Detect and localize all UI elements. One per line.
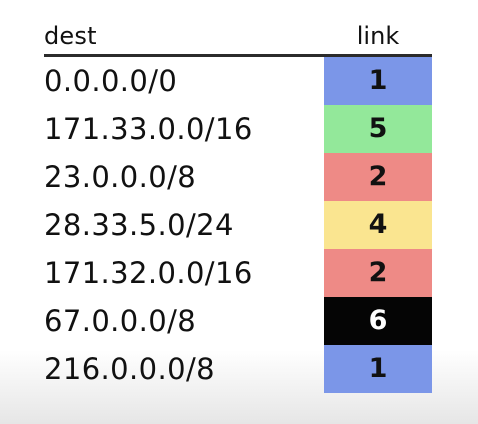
dest-cell: 0.0.0.0/0 [44, 64, 178, 98]
dest-cell: 23.0.0.0/8 [44, 160, 197, 194]
link-cell: 6 [324, 297, 432, 345]
dest-cell: 67.0.0.0/8 [44, 304, 197, 338]
header-dest: dest [44, 22, 97, 50]
link-cell: 5 [324, 105, 432, 153]
routing-table: dest link 0.0.0.0/0 1 171.33.0.0/16 5 23… [44, 16, 432, 393]
link-cell: 1 [324, 57, 432, 105]
table-row: 23.0.0.0/8 2 [44, 153, 432, 201]
header-link: link [356, 22, 400, 50]
table-row: 28.33.5.0/24 4 [44, 201, 432, 249]
table-row: 171.32.0.0/16 2 [44, 249, 432, 297]
table-body: 0.0.0.0/0 1 171.33.0.0/16 5 23.0.0.0/8 2… [44, 57, 432, 393]
dest-cell: 28.33.5.0/24 [44, 208, 234, 242]
table-header: dest link [44, 16, 432, 57]
table-row: 171.33.0.0/16 5 [44, 105, 432, 153]
link-cell: 1 [324, 345, 432, 393]
link-cell: 2 [324, 153, 432, 201]
table-row: 67.0.0.0/8 6 [44, 297, 432, 345]
link-cell: 2 [324, 249, 432, 297]
table-row: 216.0.0.0/8 1 [44, 345, 432, 393]
dest-cell: 216.0.0.0/8 [44, 352, 215, 386]
table-row: 0.0.0.0/0 1 [44, 57, 432, 105]
link-cell: 4 [324, 201, 432, 249]
dest-cell: 171.32.0.0/16 [44, 256, 253, 290]
dest-cell: 171.33.0.0/16 [44, 112, 253, 146]
